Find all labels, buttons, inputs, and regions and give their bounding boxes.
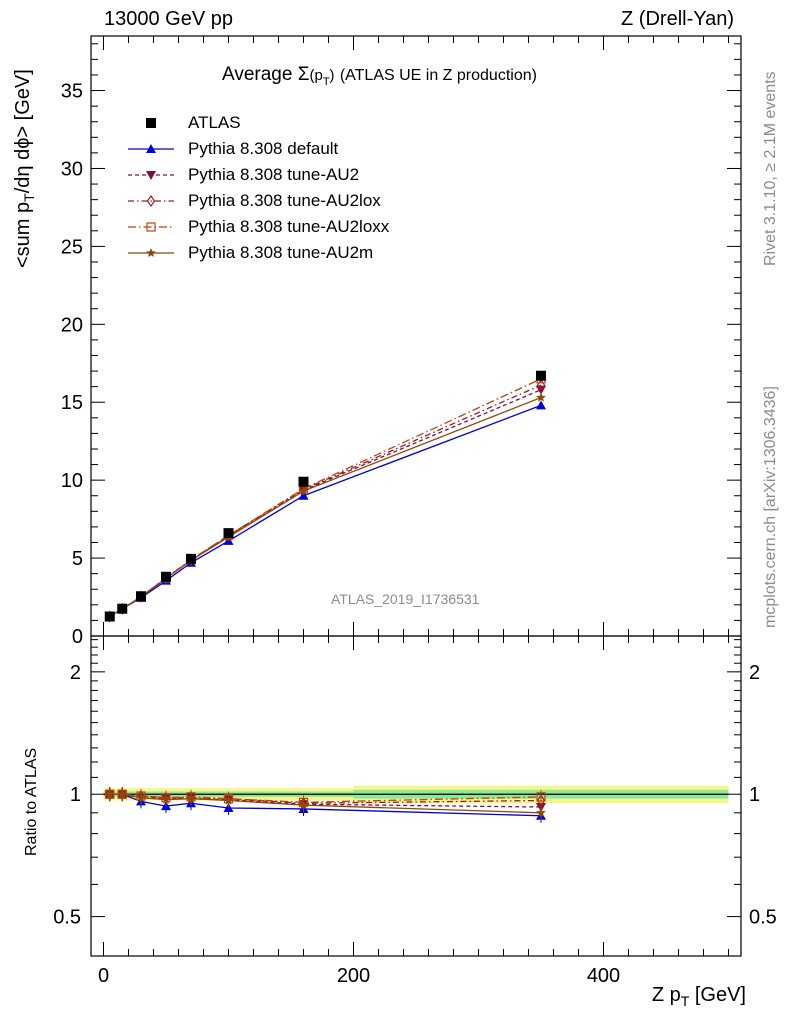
title-close: ) bbox=[329, 67, 335, 84]
ratio-point bbox=[186, 793, 196, 803]
data-point bbox=[536, 370, 546, 381]
title-main: Average bbox=[222, 64, 293, 85]
legend-item: Pythia 8.308 tune-AU2m bbox=[124, 242, 444, 264]
ratio-point bbox=[105, 789, 115, 799]
ratio-series-line bbox=[109, 793, 542, 814]
legend-swatch bbox=[128, 194, 174, 208]
ratio-point bbox=[117, 789, 127, 799]
legend-swatch bbox=[128, 144, 174, 153]
ratio-xtick-label: 200 bbox=[337, 965, 370, 987]
ratio-point bbox=[161, 794, 171, 804]
legend-item: ATLAS bbox=[124, 112, 444, 134]
data-point bbox=[298, 476, 309, 487]
legend-marker bbox=[146, 144, 156, 153]
legend-swatch bbox=[146, 118, 156, 128]
data-point bbox=[117, 603, 128, 614]
ratio-ytick-label-right: 2 bbox=[749, 662, 760, 684]
legend-marker bbox=[146, 118, 156, 128]
data-point bbox=[186, 553, 196, 564]
data-point bbox=[161, 571, 171, 582]
data-point bbox=[223, 528, 234, 539]
main-ytick-label: 15 bbox=[61, 392, 83, 414]
data-point bbox=[136, 591, 146, 602]
legend-marker bbox=[146, 171, 156, 180]
legend-label: Pythia 8.308 tune-AU2lox bbox=[188, 191, 381, 210]
ratio-point bbox=[536, 792, 546, 802]
legend-marker bbox=[146, 194, 156, 208]
main-ytick-label: 0 bbox=[72, 626, 83, 648]
series-line bbox=[109, 378, 542, 618]
legend-item: Pythia 8.308 default bbox=[124, 138, 444, 160]
series-line bbox=[109, 389, 542, 618]
legend-swatch bbox=[128, 171, 174, 180]
title-rest: (ATLAS UE in Z production) bbox=[339, 67, 537, 84]
ratio-ytick-label: 0.5 bbox=[53, 907, 81, 929]
title-sub: T bbox=[322, 75, 330, 88]
watermark: ATLAS_2019_I1736531 bbox=[331, 591, 480, 607]
legend-label: Pythia 8.308 tune-AU2m bbox=[188, 243, 374, 262]
ratio-ytick-label: 2 bbox=[70, 662, 81, 684]
ratio-ytick-label-right: 1 bbox=[749, 784, 760, 806]
ratio-point bbox=[223, 795, 234, 805]
legend-swatch bbox=[128, 248, 174, 257]
ratio-xtick-label: 400 bbox=[587, 965, 620, 987]
legend-label: Pythia 8.308 tune-AU2 bbox=[188, 165, 360, 184]
plot-title: Average Σ(pT) (ATLAS UE in Z production) bbox=[222, 64, 537, 88]
xlabel-b: [GeV] bbox=[689, 984, 746, 1006]
ratio-frame bbox=[90, 635, 742, 957]
main-ytick-label: 5 bbox=[72, 548, 83, 570]
ratio-xtick-label: 0 bbox=[98, 965, 109, 987]
ratio-ytick-label: 1 bbox=[70, 784, 81, 806]
legend-swatch bbox=[128, 222, 174, 232]
legend-label: Pythia 8.308 default bbox=[188, 139, 339, 158]
legend-marker bbox=[146, 222, 156, 232]
header-right: Z (Drell-Yan) bbox=[621, 8, 734, 30]
legend-item: Pythia 8.308 tune-AU2loxx bbox=[124, 216, 444, 238]
legend-label: Pythia 8.308 tune-AU2loxx bbox=[188, 217, 390, 236]
ratio-point bbox=[136, 792, 146, 802]
header-left: 13000 GeV pp bbox=[104, 8, 233, 30]
legend-marker bbox=[146, 248, 156, 257]
ratio-point bbox=[536, 794, 546, 807]
title-sigma: Σ bbox=[297, 64, 310, 85]
main-ytick-label: 20 bbox=[61, 314, 83, 336]
series-line bbox=[109, 384, 542, 618]
main-ytick-label: 35 bbox=[61, 81, 83, 103]
legend-item: Pythia 8.308 tune-AU2lox bbox=[124, 190, 444, 212]
main-ytick-label: 10 bbox=[61, 470, 83, 492]
main-ytick-label: 30 bbox=[61, 158, 83, 180]
data-point bbox=[536, 392, 546, 402]
xlabel-sub: T bbox=[680, 993, 690, 1009]
title-p: (p bbox=[309, 67, 323, 84]
ratio-ytick-label-right: 0.5 bbox=[749, 907, 777, 929]
ratio-point bbox=[536, 807, 546, 817]
ratio-point bbox=[298, 800, 309, 810]
data-point bbox=[536, 400, 546, 410]
legend-item: Pythia 8.308 tune-AU2 bbox=[124, 164, 444, 186]
xlabel: Z pT [GeV] bbox=[652, 984, 746, 1009]
series-line bbox=[109, 404, 542, 618]
main-ytick-label: 25 bbox=[61, 236, 83, 258]
legend-label: ATLAS bbox=[188, 113, 241, 132]
xlabel-a: Z p bbox=[651, 984, 681, 1006]
data-point bbox=[298, 486, 309, 496]
data-point bbox=[104, 611, 115, 622]
